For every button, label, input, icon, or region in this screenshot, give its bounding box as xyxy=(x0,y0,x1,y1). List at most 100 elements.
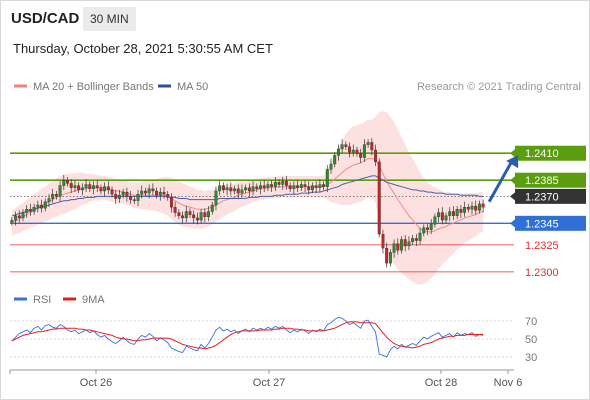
candle-body-115 xyxy=(437,212,441,218)
rsi-legend-swatch-0 xyxy=(14,297,27,301)
candle-body-106 xyxy=(403,239,407,247)
candle-body-3 xyxy=(21,212,25,219)
candle-body-101 xyxy=(385,247,389,264)
candle-body-43 xyxy=(169,197,173,208)
candle-body-47 xyxy=(184,211,188,219)
candle-body-13 xyxy=(58,185,62,197)
rsi-tick-1: 50 xyxy=(525,334,537,346)
candle-body-14 xyxy=(62,180,66,186)
candle-body-55 xyxy=(214,190,218,206)
timeframe-button[interactable]: 30 MIN xyxy=(83,7,136,31)
level-label-5: 1.2300 xyxy=(525,267,559,279)
candle-body-5 xyxy=(28,209,32,212)
candle-body-72 xyxy=(277,182,281,185)
credit-text: Research © 2021 Trading Central xyxy=(417,81,581,93)
candle-body-119 xyxy=(452,211,455,216)
candle-body-19 xyxy=(80,187,84,191)
candle-body-121 xyxy=(459,209,463,213)
candle-body-32 xyxy=(129,196,133,200)
candle-body-37 xyxy=(147,188,151,194)
candle-body-65 xyxy=(251,186,255,192)
projection-arrow-shaft xyxy=(487,158,515,203)
candle-body-4 xyxy=(25,209,29,213)
candle-body-120 xyxy=(455,209,459,216)
candle-body-35 xyxy=(140,190,144,195)
candle-body-125 xyxy=(474,205,478,211)
candle-body-51 xyxy=(199,212,203,221)
candle-body-86 xyxy=(329,163,333,170)
candle-body-23 xyxy=(95,185,99,188)
candle-body-31 xyxy=(125,191,129,197)
candle-body-67 xyxy=(259,185,262,189)
level-label-4: 1.2325 xyxy=(525,240,559,252)
candle-body-26 xyxy=(106,186,110,191)
candle-body-22 xyxy=(92,185,95,189)
candle-body-71 xyxy=(273,182,277,187)
rsi-legend-label-1: 9MA xyxy=(82,294,105,306)
candle-body-64 xyxy=(247,187,251,192)
candle-body-44 xyxy=(173,206,177,213)
candle-body-91 xyxy=(348,146,352,153)
candle-body-79 xyxy=(303,184,307,187)
candle-body-66 xyxy=(255,186,259,189)
candle-body-77 xyxy=(296,185,300,188)
candle-body-41 xyxy=(162,191,166,195)
candle-body-100 xyxy=(381,233,385,249)
legend-swatch-1 xyxy=(158,84,171,88)
candle-body-103 xyxy=(392,243,396,253)
candle-body-40 xyxy=(158,191,162,196)
candle-body-92 xyxy=(351,149,355,153)
candle-body-39 xyxy=(155,190,159,196)
candle-body-102 xyxy=(388,252,392,264)
candle-body-54 xyxy=(210,204,214,212)
level-tag-1 xyxy=(515,172,586,188)
candle-body-62 xyxy=(240,189,244,194)
level-tag-pointer-1 xyxy=(510,176,515,185)
level-label-3: 1.2345 xyxy=(525,218,559,230)
candle-body-21 xyxy=(88,184,92,189)
level-tag-pointer-0 xyxy=(510,149,515,158)
candle-body-49 xyxy=(192,214,196,219)
candle-body-45 xyxy=(177,212,181,216)
candle-body-80 xyxy=(307,186,311,191)
candle-body-109 xyxy=(414,238,418,241)
candle-body-97 xyxy=(370,142,374,151)
candle-body-30 xyxy=(121,191,125,196)
candle-body-63 xyxy=(244,187,248,191)
candle-body-81 xyxy=(310,185,314,191)
candle-body-74 xyxy=(285,181,288,186)
candle-body-113 xyxy=(429,224,433,230)
candle-body-105 xyxy=(400,239,403,251)
candle-body-108 xyxy=(411,238,415,242)
candle-body-12 xyxy=(54,194,58,197)
candle-body-29 xyxy=(118,195,121,199)
candle-body-20 xyxy=(84,184,88,188)
candle-body-123 xyxy=(466,206,470,210)
candle-body-50 xyxy=(195,217,199,221)
candle-body-107 xyxy=(407,241,411,247)
level-tag-pointer-3 xyxy=(510,219,515,228)
candle-body-48 xyxy=(188,211,192,215)
ma50-line xyxy=(11,175,484,217)
level-tag-0 xyxy=(515,145,586,161)
candle-body-0 xyxy=(10,219,14,223)
rsi-ma-line xyxy=(11,321,484,350)
candle-body-10 xyxy=(47,198,51,202)
candle-body-85 xyxy=(325,169,329,187)
header-bar: USD/CAD 30 MIN xyxy=(0,0,590,38)
candle-body-33 xyxy=(132,199,136,201)
candle-body-78 xyxy=(299,184,303,188)
level-label-1: 1.2385 xyxy=(525,175,559,187)
candle-body-15 xyxy=(66,180,69,184)
level-tag-2 xyxy=(515,188,586,204)
level-tag-pointer-2 xyxy=(510,192,515,201)
candle-body-16 xyxy=(69,183,73,188)
candle-body-95 xyxy=(362,144,366,158)
candle-body-75 xyxy=(288,185,292,189)
candle-body-110 xyxy=(418,232,422,241)
candle-body-46 xyxy=(181,215,185,219)
candle-body-118 xyxy=(448,211,452,216)
candle-body-112 xyxy=(426,227,429,230)
candle-body-116 xyxy=(440,212,444,221)
candle-body-17 xyxy=(73,185,77,188)
